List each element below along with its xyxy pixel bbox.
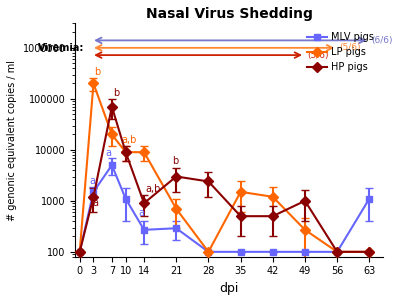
Legend: MLV pigs, LP pigs, HP pigs: MLV pigs, LP pigs, HP pigs [303,28,378,76]
Text: b: b [172,156,178,166]
Text: a,b: a,b [145,184,160,194]
Text: (5/6): (5/6) [340,43,361,52]
Text: a: a [138,208,144,218]
X-axis label: dpi: dpi [220,282,239,295]
Y-axis label: # genonic equivalent copies / ml: # genonic equivalent copies / ml [7,59,17,221]
Text: a: a [105,148,111,158]
Text: (5/6): (5/6) [307,51,329,59]
Text: a: a [89,176,95,186]
Text: a,b: a,b [121,135,136,145]
Text: Viremia:: Viremia: [38,43,84,53]
Text: a: a [92,198,98,208]
Text: b: b [113,88,119,98]
Text: b: b [94,67,101,77]
Text: (6/6): (6/6) [372,36,393,45]
Title: Nasal Virus Shedding: Nasal Virus Shedding [146,7,312,21]
